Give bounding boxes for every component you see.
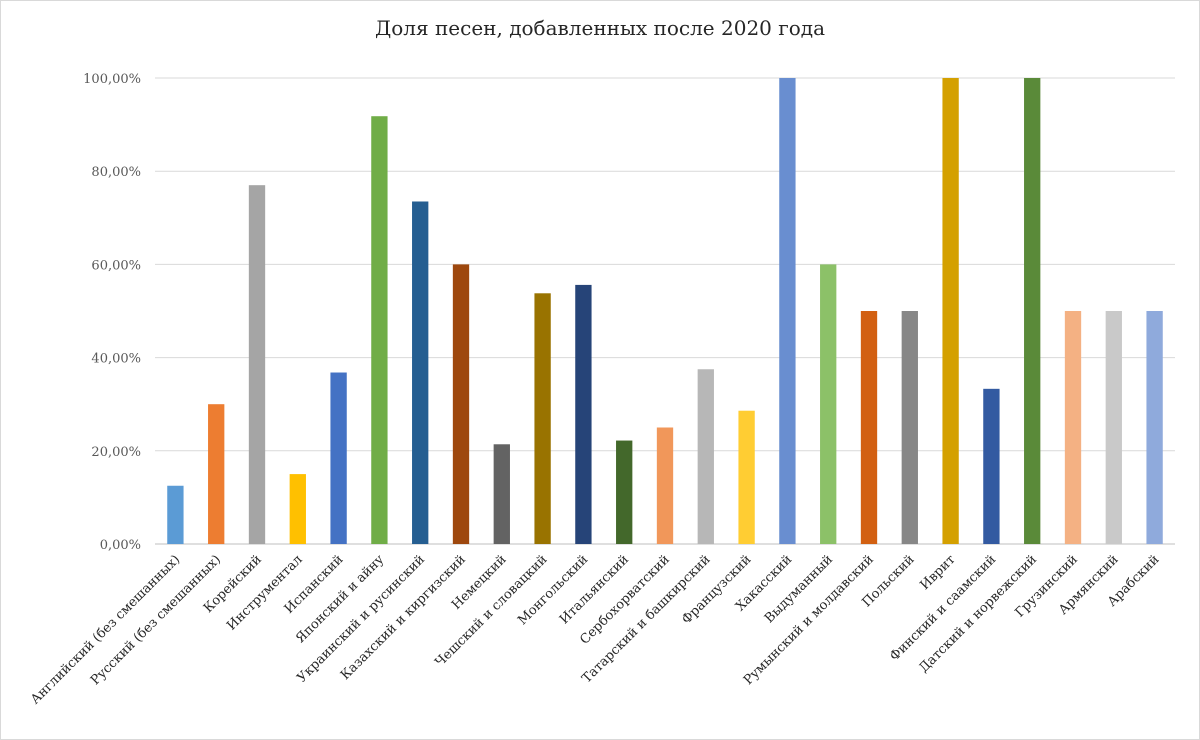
y-tick-label: 0,00% [100, 538, 141, 553]
y-tick-label: 100,00% [83, 72, 141, 87]
bar [330, 372, 347, 544]
bar [901, 311, 918, 544]
bar [697, 369, 714, 544]
bar [167, 485, 184, 544]
bar [1024, 78, 1041, 544]
bar [575, 284, 592, 544]
bar [1064, 311, 1082, 544]
x-tick-label: Монгольский [515, 552, 591, 628]
y-tick-label: 60,00% [91, 258, 141, 273]
bar [860, 311, 878, 544]
bar [412, 201, 429, 545]
bar [942, 78, 959, 544]
bar [983, 388, 1000, 544]
bar [1146, 311, 1163, 544]
bar [820, 264, 837, 544]
x-tick-label: Инструментал [224, 552, 305, 633]
chart-title: Доля песен, добавленных после 2020 года [374, 16, 826, 40]
bar [493, 444, 510, 544]
y-tick-label: 40,00% [91, 352, 141, 367]
x-axis-labels: Английский (без смешанных)Русский (без с… [28, 552, 1162, 708]
bar [452, 264, 470, 544]
y-axis-ticks: 0,00% 20,00% 40,00% 60,00% 80,00% 100,00% [83, 72, 141, 553]
bar [779, 78, 796, 544]
bar [371, 116, 388, 544]
bar [534, 293, 551, 544]
y-tick-label: 80,00% [91, 165, 141, 180]
bars [167, 78, 1163, 545]
bar [1105, 311, 1122, 544]
bar [289, 474, 306, 544]
y-tick-label: 20,00% [91, 445, 141, 460]
bar [616, 440, 633, 544]
bar [248, 185, 266, 544]
bar [656, 427, 674, 544]
bar [208, 404, 225, 544]
bar [738, 410, 755, 544]
x-tick-label: Иврит [918, 552, 959, 593]
x-tick-label: Английский (без смешанных) [28, 552, 183, 707]
